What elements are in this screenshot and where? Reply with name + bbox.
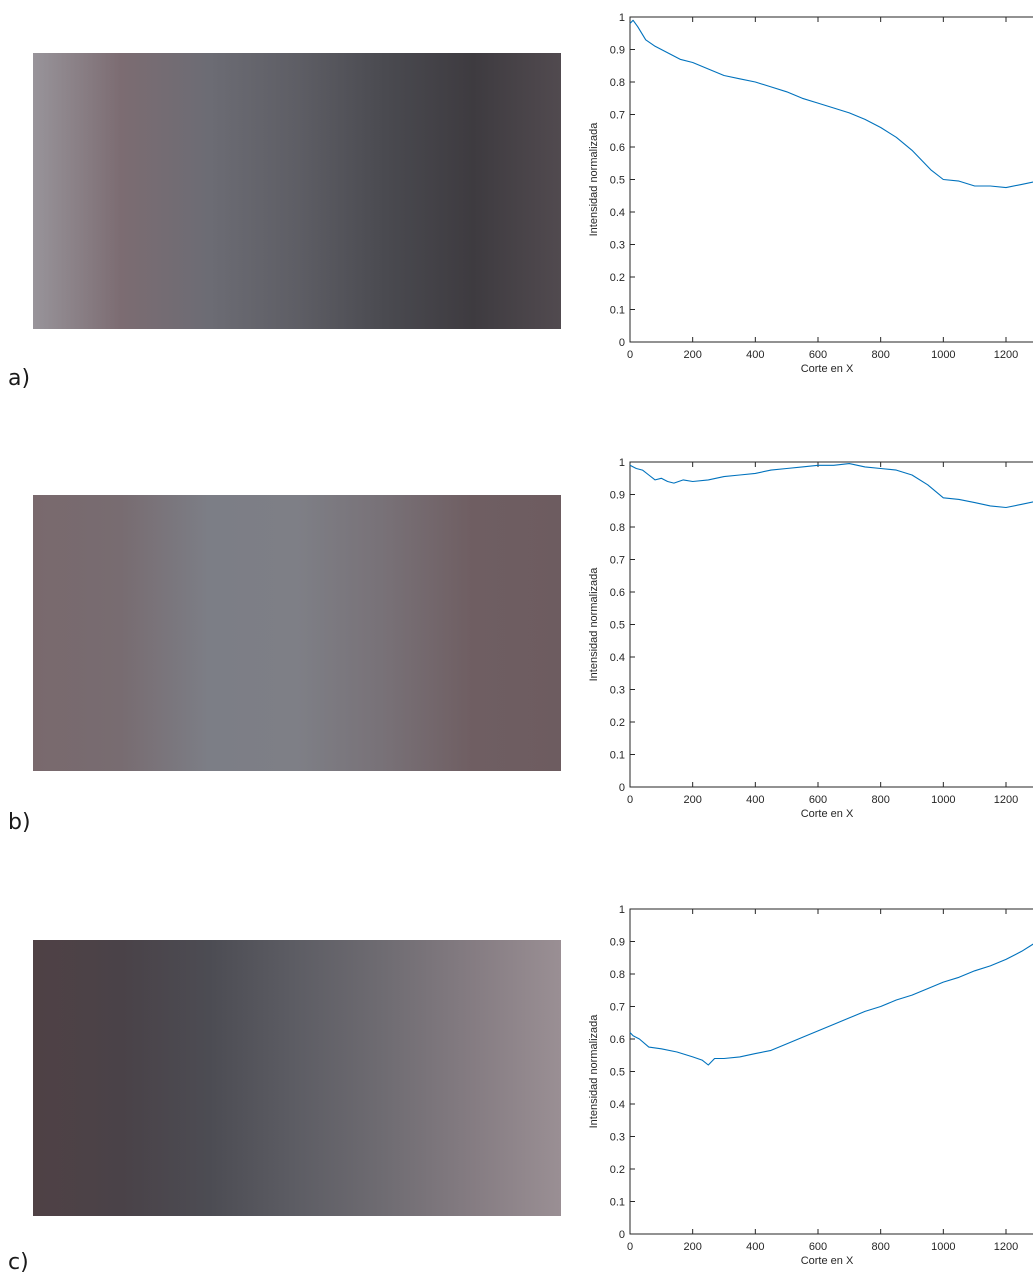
y-tick-label: 0.1 [610, 1197, 625, 1209]
x-tick-label: 200 [683, 349, 701, 361]
series-line [629, 943, 1033, 1066]
y-tick-label: 0.5 [610, 1067, 625, 1079]
y-axis-label: Intensidad normalizada [588, 1014, 600, 1129]
y-tick-label: 0.8 [610, 77, 625, 89]
y-tick-label: 0.7 [610, 110, 625, 122]
y-tick-label: 0 [619, 1229, 625, 1241]
x-tick-label: 0 [627, 794, 633, 806]
x-tick-label: 1000 [931, 1241, 955, 1253]
x-tick-label: 800 [871, 349, 889, 361]
y-tick-label: 0.2 [610, 1164, 625, 1176]
plot-area [629, 16, 1033, 343]
x-tick-label: 600 [809, 349, 827, 361]
y-tick-label: 0.7 [610, 555, 625, 567]
y-axis-label: Intensidad normalizada [588, 567, 600, 682]
y-tick-label: 0.6 [610, 142, 625, 154]
y-tick-label: 0.2 [610, 717, 625, 729]
series-line [629, 463, 1033, 509]
plot-area [629, 908, 1033, 1235]
x-tick-label: 1000 [931, 794, 955, 806]
series-line [629, 19, 1033, 189]
x-tick-label: 800 [871, 794, 889, 806]
photo-c [33, 940, 561, 1216]
x-axis-label: Corte en X [801, 363, 854, 375]
chart-a: 0 0.1 0.2 0.3 0.4 0.5 0.6 0.7 0.8 0.9 1 0 200 400 600 8… [570, 5, 1033, 395]
y-tick-label: 0.9 [610, 45, 625, 57]
chart-b: 0 0.1 0.2 0.3 0.4 0.5 0.6 0.7 0.8 0.9 1 0 200 400 600 8… [570, 450, 1033, 840]
chart-svg: 0 0.1 0.2 0.3 0.4 0.5 0.6 0.7 0.8 0.9 1 0 200 400 600 8… [588, 457, 1033, 820]
y-tick-label: 0.4 [610, 652, 625, 664]
x-tick-label: 200 [683, 1241, 701, 1253]
x-tick-label: 0 [627, 1241, 633, 1253]
x-tick-label: 200 [683, 794, 701, 806]
y-tick-label: 0.4 [610, 207, 625, 219]
x-tick-label: 1200 [994, 1241, 1018, 1253]
y-tick-label: 0.7 [610, 1002, 625, 1014]
x-tick-label: 600 [809, 1241, 827, 1253]
y-tick-label: 1 [619, 457, 625, 469]
y-tick-label: 0.5 [610, 175, 625, 187]
panel-label-b: b) [8, 810, 31, 835]
y-tick-label: 0.3 [610, 685, 625, 697]
panel-label-c: c) [8, 1250, 29, 1275]
chart-svg: 0 0.1 0.2 0.3 0.4 0.5 0.6 0.7 0.8 0.9 1 0 200 400 600 8… [588, 904, 1033, 1267]
x-axis-label: Corte en X [801, 808, 854, 820]
y-tick-label: 1 [619, 904, 625, 916]
x-tick-label: 400 [746, 1241, 764, 1253]
y-tick-label: 0.9 [610, 490, 625, 502]
photo-b [33, 495, 561, 771]
y-tick-label: 0 [619, 337, 625, 349]
y-tick-label: 1 [619, 12, 625, 24]
y-tick-label: 0 [619, 782, 625, 794]
x-tick-label: 400 [746, 349, 764, 361]
plot-area [629, 461, 1033, 788]
panel-label-a: a) [8, 366, 31, 391]
y-axis-label: Intensidad normalizada [588, 122, 600, 237]
y-tick-label: 0.6 [610, 587, 625, 599]
chart-svg: 0 0.1 0.2 0.3 0.4 0.5 0.6 0.7 0.8 0.9 1 0 200 400 600 8… [588, 12, 1033, 375]
x-tick-label: 1000 [931, 349, 955, 361]
y-tick-label: 0.2 [610, 272, 625, 284]
y-tick-label: 0.9 [610, 937, 625, 949]
photo-a [33, 53, 561, 329]
x-tick-label: 1200 [994, 349, 1018, 361]
x-tick-label: 0 [627, 349, 633, 361]
y-tick-label: 0.6 [610, 1034, 625, 1046]
y-tick-label: 0.8 [610, 522, 625, 534]
x-tick-label: 1200 [994, 794, 1018, 806]
y-tick-label: 0.3 [610, 1132, 625, 1144]
x-tick-label: 800 [871, 1241, 889, 1253]
x-axis-label: Corte en X [801, 1255, 854, 1267]
y-tick-label: 0.1 [610, 750, 625, 762]
y-tick-label: 0.1 [610, 305, 625, 317]
chart-c: 0 0.1 0.2 0.3 0.4 0.5 0.6 0.7 0.8 0.9 1 0 200 400 600 8… [570, 897, 1033, 1287]
y-tick-label: 0.3 [610, 240, 625, 252]
y-tick-label: 0.8 [610, 969, 625, 981]
y-tick-label: 0.5 [610, 620, 625, 632]
y-tick-label: 0.4 [610, 1099, 625, 1111]
x-tick-label: 400 [746, 794, 764, 806]
x-tick-label: 600 [809, 794, 827, 806]
